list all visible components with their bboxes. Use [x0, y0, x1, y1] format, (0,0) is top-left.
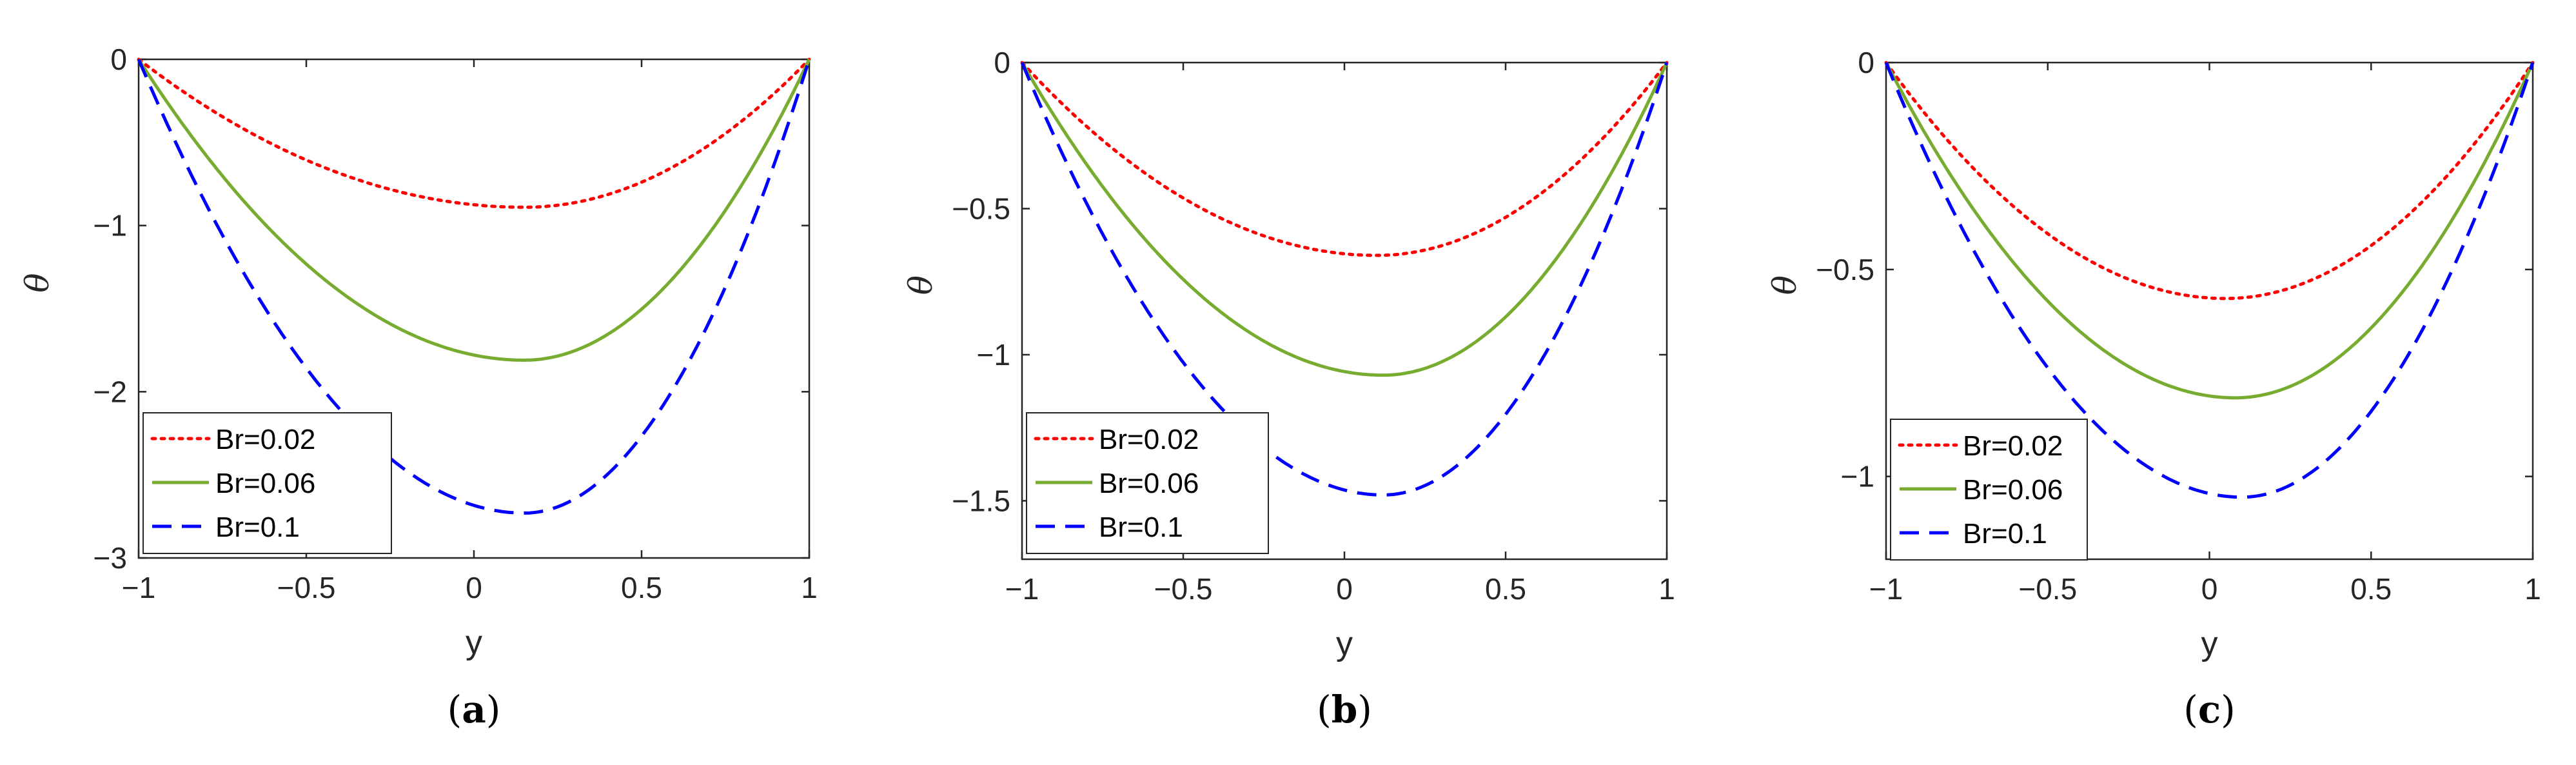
panel-caption: (b)	[1317, 688, 1372, 731]
x-tick-label: 0	[2201, 572, 2218, 606]
series-line-solid	[137, 58, 811, 362]
y-axis-label: θ	[1766, 275, 1804, 295]
legend-label: Br=0.02	[1963, 430, 2063, 462]
x-tick-label: −1	[1869, 572, 1903, 606]
legend: Br=0.02 Br=0.06 Br=0.1	[143, 412, 392, 554]
x-tick-label: 1	[1658, 572, 1675, 606]
legend-label: Br=0.1	[1099, 512, 1183, 543]
y-tick-label: 0	[110, 43, 127, 76]
caption-close: )	[486, 688, 501, 731]
series-line-dashed	[1020, 62, 1669, 497]
y-tick-label: −2	[93, 375, 127, 408]
y-axis-label: θ	[902, 275, 939, 295]
legend-label: Br=0.06	[1099, 468, 1199, 499]
y-tick-label: 0	[994, 46, 1010, 79]
legend-label: Br=0.1	[1963, 518, 2047, 550]
y-tick-label: −1.5	[952, 484, 1010, 517]
legend-label: Br=0.02	[1099, 424, 1199, 455]
legend-label: Br=0.02	[215, 424, 315, 455]
x-tick-label: 0	[1336, 572, 1353, 606]
y-tick-label: 0	[1858, 46, 1874, 79]
legend-label: Br=0.06	[215, 468, 315, 499]
x-tick-label: 1	[801, 571, 818, 604]
legend-label: Br=0.06	[1963, 474, 2063, 506]
y-tick-label: −0.5	[1816, 253, 1874, 286]
series-line-dashed	[137, 59, 811, 515]
chart-panel-a: −1 −0.5 0 0.5 1 0 −1 −2 −3 y θ Br=0.02 Br=0.06 Br=0.1…	[19, 43, 818, 731]
x-tick-label: 0.5	[1485, 572, 1526, 606]
series-line-solid	[1020, 61, 1669, 377]
legend-label: Br=0.1	[215, 512, 300, 543]
x-tick-label: 0.5	[621, 571, 662, 604]
x-tick-label: −0.5	[277, 571, 336, 604]
x-tick-label: −1	[122, 571, 155, 604]
series-line-dotted	[1020, 61, 1669, 257]
panel-caption: (c)	[2183, 688, 2236, 731]
caption-open: (	[2183, 688, 2198, 731]
x-tick-label: 0	[466, 571, 482, 604]
caption-letter: c	[2198, 688, 2221, 731]
series-line-dashed	[1884, 62, 2535, 499]
x-tick-label: −1	[1005, 572, 1039, 606]
caption-letter: a	[462, 688, 486, 731]
y-tick-label: −1	[977, 338, 1010, 372]
caption-close: )	[2221, 688, 2236, 731]
panel-caption: (a)	[447, 688, 501, 731]
x-axis-label: y	[466, 624, 482, 661]
legend: Br=0.02 Br=0.06 Br=0.1	[1890, 419, 2088, 561]
y-tick-label: −1	[93, 209, 127, 243]
series-line-dotted	[1884, 61, 2535, 301]
x-tick-label: −0.5	[2018, 572, 2077, 606]
y-tick-label: −3	[93, 541, 127, 575]
x-tick-label: 1	[2524, 572, 2541, 606]
x-tick-label: 0.5	[2350, 572, 2392, 606]
series-line-dotted	[137, 57, 811, 209]
caption-open: (	[447, 688, 462, 731]
series-line-solid	[1884, 61, 2535, 400]
caption-close: )	[1357, 688, 1372, 731]
legend: Br=0.02 Br=0.06 Br=0.1	[1026, 412, 1269, 554]
chart-panel-c: −1 −0.5 0 0.5 1 0 −0.5 −1 y θ Br=0.02 Br=0.06 Br=0.1…	[1766, 46, 2541, 731]
chart-panel-b: −1 −0.5 0 0.5 10−0.5−1−1.5yθBr=0.02Br=0.06Br…	[902, 46, 1675, 731]
x-axis-label: y	[1336, 625, 1353, 662]
x-axis-label: y	[2201, 625, 2218, 662]
caption-letter: b	[1332, 688, 1358, 731]
x-tick-label: −0.5	[1154, 572, 1213, 606]
y-tick-label: −0.5	[952, 192, 1010, 225]
y-axis-label: θ	[19, 273, 56, 292]
y-tick-label: −1	[1841, 460, 1874, 493]
caption-open: (	[1317, 688, 1332, 731]
